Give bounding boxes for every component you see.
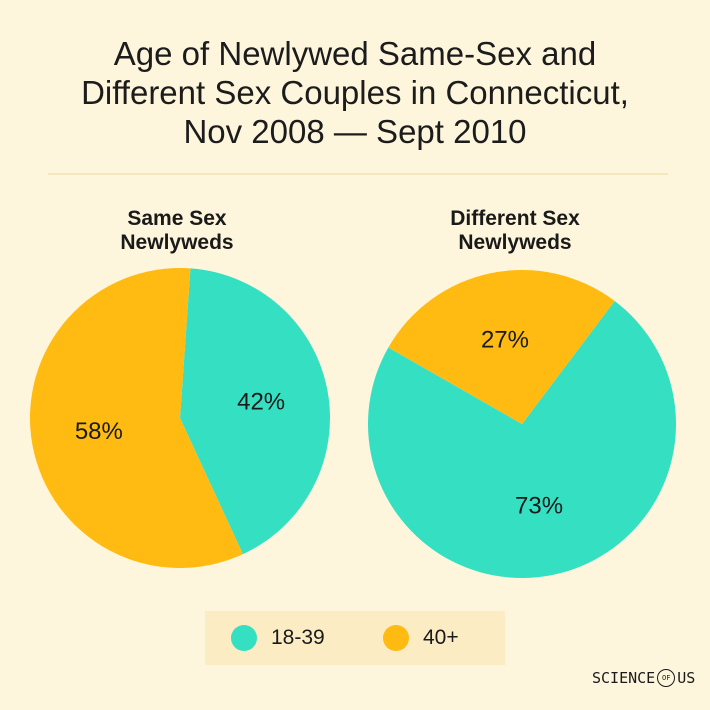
slice-value-label: 42% [237, 388, 285, 415]
legend: 18-39 40+ [205, 611, 505, 665]
legend-swatch-18-39 [231, 625, 257, 651]
pie-title-line: Same Sex [127, 207, 227, 230]
divider [48, 173, 668, 175]
pie-title-line: Newlyweds [458, 231, 572, 254]
legend-label: 40+ [423, 626, 459, 649]
slice-value-label: 73% [515, 492, 563, 519]
brand-logo: SCIENCE OF US [592, 666, 695, 690]
brand-text: US [677, 669, 696, 687]
pie-slice-40-plus [388, 270, 615, 424]
title-line: Different Sex Couples in Connecticut, [81, 74, 629, 111]
pie-chart-0: 42% 58% [30, 268, 331, 568]
chart-title: Age of Newlywed Same-Sex and Different S… [20, 34, 690, 151]
legend-label: 18-39 [271, 626, 325, 649]
title-line: Age of Newlywed Same-Sex and [113, 35, 597, 72]
pie-chart-1: 73% 27% [367, 270, 676, 579]
legend-item-40-plus: 40+ [383, 611, 459, 665]
pie-title-line: Newlyweds [120, 231, 234, 254]
brand-text: SCIENCE [592, 669, 656, 687]
brand-of-badge: OF [657, 669, 676, 687]
legend-item-18-39: 18-39 [231, 611, 325, 665]
pie-title-line: Different Sex [450, 207, 580, 230]
pie-slice-40-plus [30, 268, 243, 568]
pie-title-different-sex: Different Sex Newlyweds [395, 207, 635, 255]
slice-value-label: 58% [75, 418, 123, 445]
pie-slice-18-39 [367, 301, 676, 579]
pie-title-same-sex: Same Sex Newlyweds [57, 207, 297, 255]
pie-slice-18-39 [180, 268, 331, 555]
legend-swatch-40-plus [383, 625, 409, 651]
slice-value-label: 27% [481, 326, 529, 353]
title-line: Nov 2008 — Sept 2010 [183, 113, 527, 150]
